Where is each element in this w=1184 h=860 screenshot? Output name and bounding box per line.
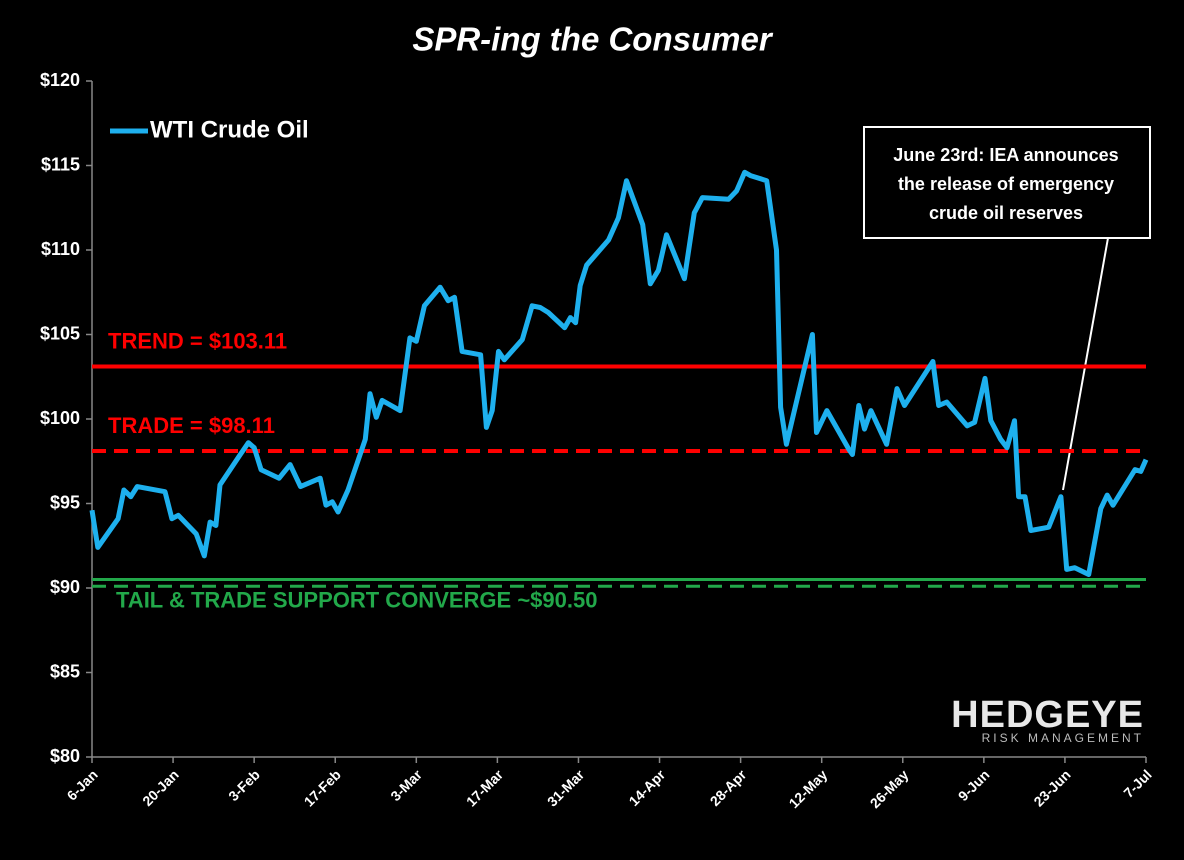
annotation-arrow bbox=[1062, 237, 1109, 491]
annotation-box bbox=[863, 126, 1151, 239]
logo-name: HEDGEYE bbox=[951, 694, 1144, 736]
annotation-text: June 23rd: IEA announces bbox=[893, 145, 1118, 165]
y-tick-label: $90 bbox=[50, 577, 80, 597]
reference-label: TREND = $103.11 bbox=[108, 328, 287, 353]
reference-label: TRADE = $98.11 bbox=[108, 413, 275, 438]
y-tick-label: $110 bbox=[41, 239, 80, 259]
y-tick-label: $95 bbox=[50, 492, 80, 512]
reference-label: TAIL & TRADE SUPPORT CONVERGE ~$90.50 bbox=[116, 587, 597, 612]
y-tick-label: $85 bbox=[50, 661, 80, 681]
y-tick-label: $100 bbox=[40, 408, 80, 428]
y-tick-label: $115 bbox=[41, 154, 80, 174]
y-tick-label: $80 bbox=[50, 746, 80, 766]
series-line bbox=[89, 169, 1149, 577]
annotation-text: crude oil reserves bbox=[929, 203, 1083, 223]
y-tick-label: $120 bbox=[40, 70, 80, 90]
legend-label: WTI Crude Oil bbox=[150, 116, 309, 143]
logo-tagline: RISK MANAGEMENT bbox=[982, 731, 1144, 745]
annotation-text: the release of emergency bbox=[898, 174, 1114, 194]
chart-title: SPR-ing the Consumer bbox=[412, 21, 774, 58]
y-tick-label: $105 bbox=[40, 323, 80, 343]
